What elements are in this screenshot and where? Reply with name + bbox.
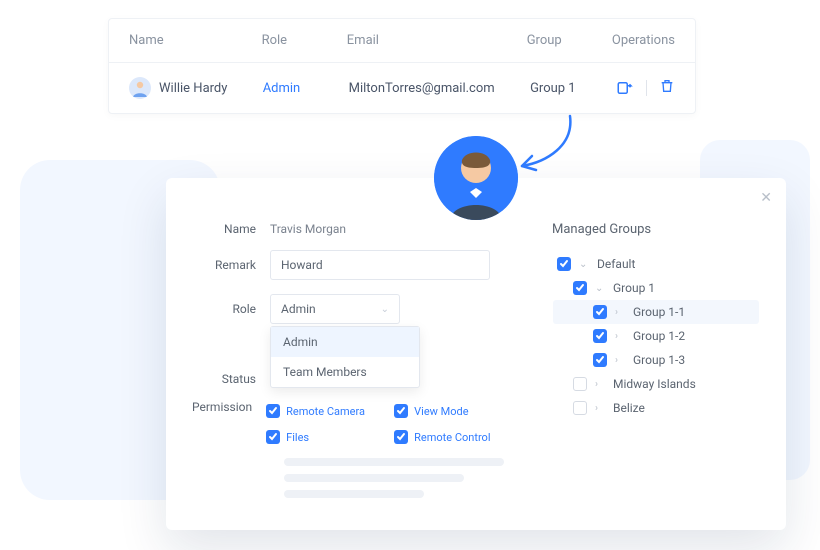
permission-item[interactable]: View Mode xyxy=(394,404,504,418)
table-header-row: Name Role Email Group Operations xyxy=(109,19,695,63)
label-remark: Remark xyxy=(192,258,270,272)
expand-icon[interactable]: ⌄ xyxy=(595,283,605,294)
permission-item[interactable]: Remote Control xyxy=(394,430,504,444)
table-row: Willie Hardy Admin MiltonTorres@gmail.co… xyxy=(109,63,695,113)
label-permission: Permission xyxy=(192,400,266,414)
tree-label: Group 1 xyxy=(613,281,655,295)
role-select-value: Admin xyxy=(281,302,316,316)
groups-title: Managed Groups xyxy=(552,222,760,237)
tree-row[interactable]: › Group 1-1 xyxy=(553,300,759,324)
remark-input[interactable] xyxy=(270,250,490,280)
label-status: Status xyxy=(192,372,270,386)
cell-group: Group 1 xyxy=(530,81,616,96)
chevron-down-icon: ⌄ xyxy=(381,304,389,315)
groups-column: Managed Groups ⌄ Default ⌄ Group 1 › Group 1-… xyxy=(552,222,760,510)
expand-icon[interactable]: › xyxy=(615,331,625,342)
permission-label: Remote Camera xyxy=(286,405,365,418)
cell-email: MiltonTorres@gmail.com xyxy=(349,81,530,96)
tree-label: Belize xyxy=(613,401,645,415)
col-header-role: Role xyxy=(262,33,347,48)
user-avatar-icon xyxy=(129,77,151,99)
groups-tree: ⌄ Default ⌄ Group 1 › Group 1-1 › Group 1-2 › Gro… xyxy=(552,251,760,421)
close-icon[interactable]: ✕ xyxy=(760,190,772,206)
skeleton-line xyxy=(284,490,424,498)
permission-item[interactable]: Remote Camera xyxy=(266,404,376,418)
expand-icon[interactable]: › xyxy=(595,403,605,414)
tree-row[interactable]: ⌄ Default xyxy=(553,252,759,276)
checkbox-icon[interactable] xyxy=(573,281,587,295)
checkbox-icon[interactable] xyxy=(557,257,571,271)
permission-label: Remote Control xyxy=(414,431,490,444)
cell-name: Willie Hardy xyxy=(159,81,227,96)
expand-icon[interactable]: › xyxy=(595,379,605,390)
cell-role[interactable]: Admin xyxy=(263,81,349,96)
role-select[interactable]: Admin ⌄ xyxy=(270,294,400,324)
tree-label: Group 1-1 xyxy=(633,305,685,319)
col-header-ops: Operations xyxy=(612,33,675,48)
skeleton-line xyxy=(284,458,504,466)
tree-row[interactable]: › Group 1-2 xyxy=(553,324,759,348)
tree-row[interactable]: ⌄ Group 1 xyxy=(553,276,759,300)
tree-row[interactable]: › Belize xyxy=(553,396,759,420)
ops-divider xyxy=(646,80,647,96)
skeleton-line xyxy=(284,474,464,482)
expand-icon[interactable]: ⌄ xyxy=(579,259,589,270)
role-option-team[interactable]: Team Members xyxy=(271,357,419,387)
form-column: Name Travis Morgan Remark Role Admin ⌄ A… xyxy=(192,222,522,510)
checkbox-icon[interactable] xyxy=(573,377,587,391)
checkbox-icon[interactable] xyxy=(394,404,408,418)
tree-label: Midway Islands xyxy=(613,377,696,391)
permission-label: Files xyxy=(286,431,309,444)
checkbox-icon[interactable] xyxy=(593,329,607,343)
edit-icon[interactable] xyxy=(616,79,634,97)
checkbox-icon[interactable] xyxy=(394,430,408,444)
users-table: Name Role Email Group Operations Willie … xyxy=(108,18,696,114)
label-name: Name xyxy=(192,222,270,236)
role-option-admin[interactable]: Admin xyxy=(271,327,419,357)
label-role: Role xyxy=(192,302,270,316)
user-edit-modal: ✕ Name Travis Morgan Remark Role xyxy=(166,178,786,530)
col-header-email: Email xyxy=(347,33,527,48)
checkbox-icon[interactable] xyxy=(573,401,587,415)
value-name: Travis Morgan xyxy=(270,222,522,236)
expand-icon[interactable]: › xyxy=(615,307,625,318)
col-header-group: Group xyxy=(527,33,612,48)
tree-row[interactable]: › Group 1-3 xyxy=(553,348,759,372)
checkbox-icon[interactable] xyxy=(266,404,280,418)
role-dropdown: Admin Team Members xyxy=(270,326,420,388)
expand-icon[interactable]: › xyxy=(615,355,625,366)
delete-icon[interactable] xyxy=(659,78,675,98)
col-header-name: Name xyxy=(129,33,262,48)
permission-item[interactable]: Files xyxy=(266,430,376,444)
checkbox-icon[interactable] xyxy=(593,353,607,367)
checkbox-icon[interactable] xyxy=(266,430,280,444)
tree-label: Group 1-2 xyxy=(633,329,685,343)
checkbox-icon[interactable] xyxy=(593,305,607,319)
tree-label: Group 1-3 xyxy=(633,353,685,367)
tree-label: Default xyxy=(597,257,635,271)
permission-label: View Mode xyxy=(414,405,468,418)
tree-row[interactable]: › Midway Islands xyxy=(553,372,759,396)
avatar-icon xyxy=(434,136,518,220)
